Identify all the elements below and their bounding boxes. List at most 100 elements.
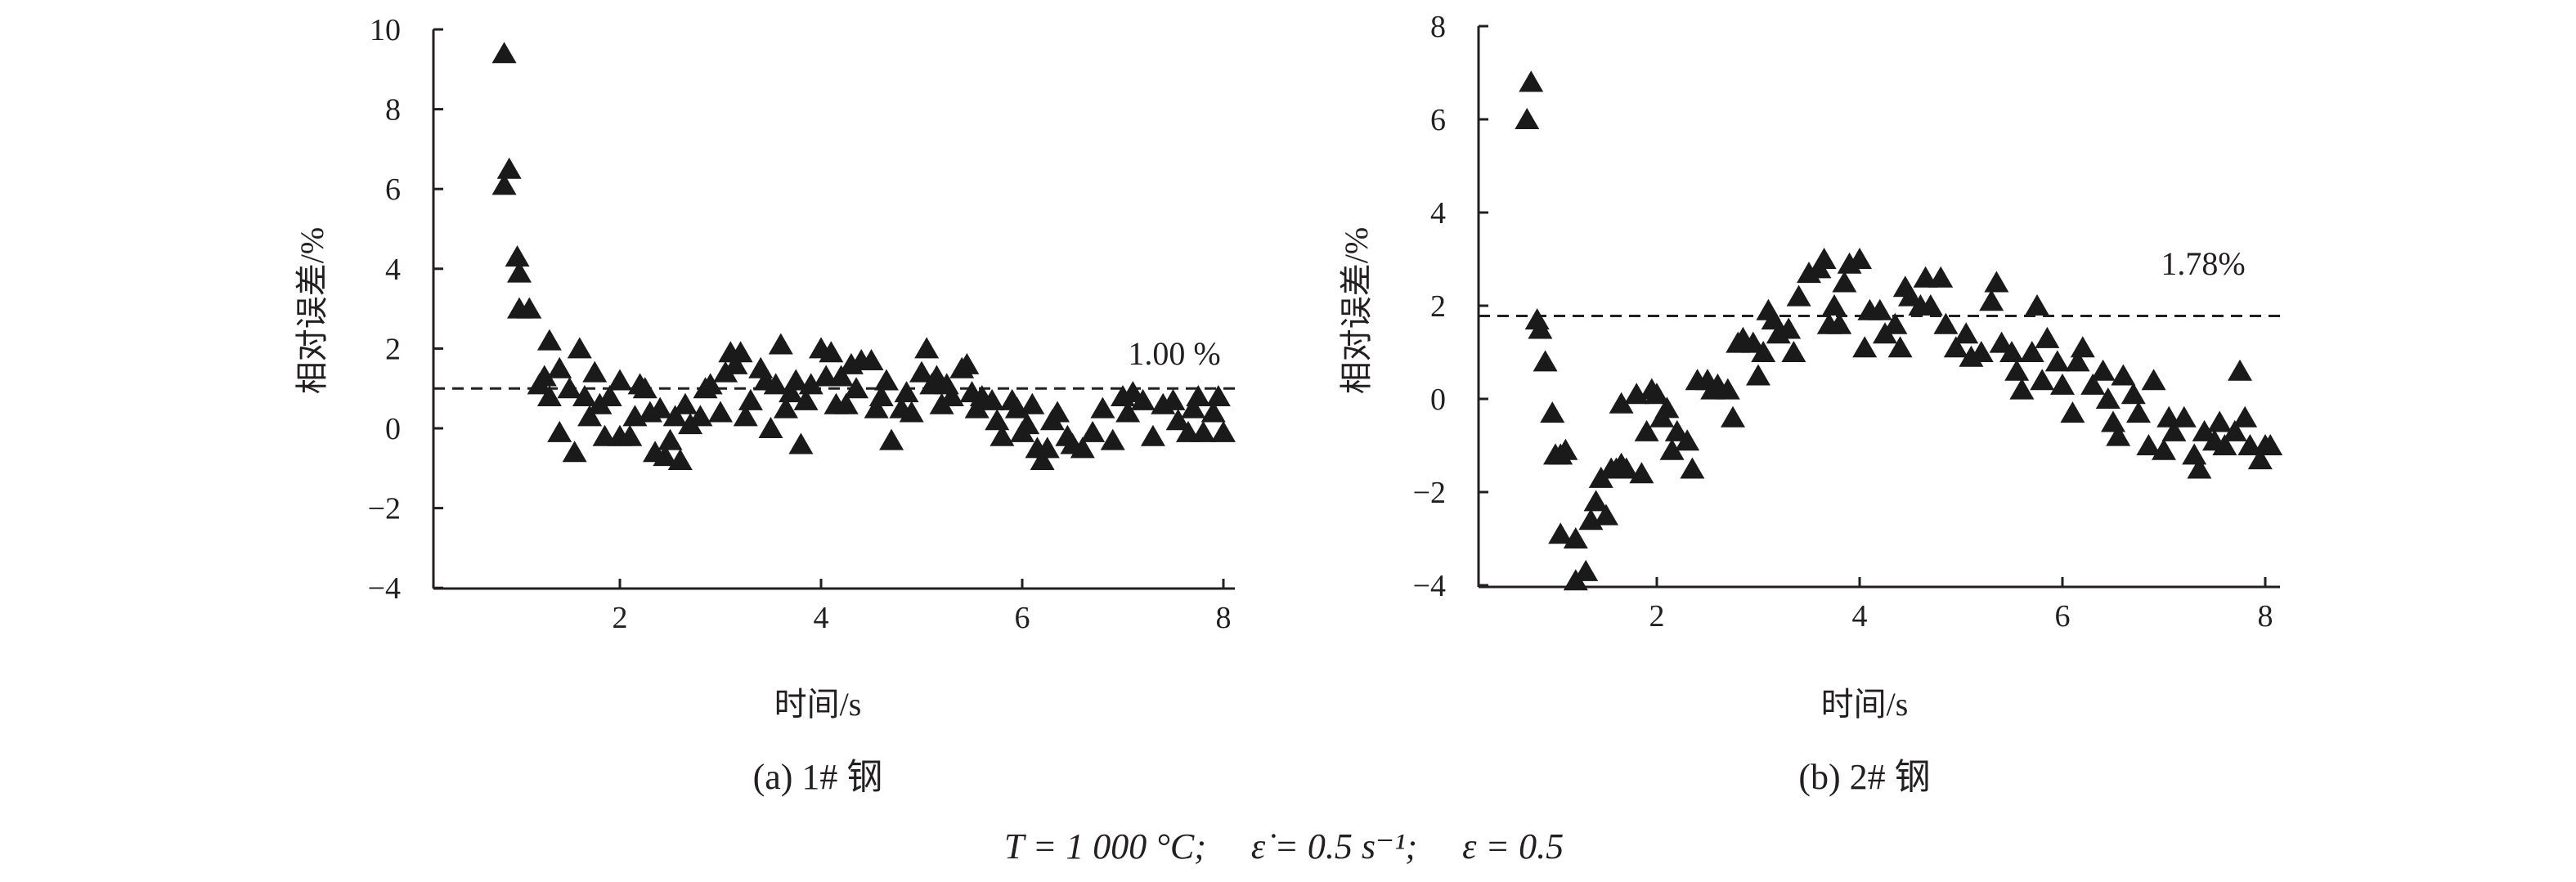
panel-caption: (b) 2# 钢 (1798, 757, 1930, 797)
data-point-triangle (758, 417, 783, 438)
data-point-triangle (1979, 289, 2004, 311)
data-point-triangle (2044, 350, 2070, 372)
data-point-triangle (819, 341, 844, 363)
data-point-triangle (2101, 410, 2125, 432)
data-point-triangle (2065, 350, 2090, 372)
data-point-triangle (2120, 383, 2146, 405)
data-point-triangle (1664, 419, 1690, 441)
data-point-triangle (657, 428, 683, 450)
data-point-triangle (2187, 457, 2212, 479)
y-tick-label: 2 (385, 332, 401, 366)
data-point-triangle (667, 449, 693, 471)
data-point-triangle (1613, 457, 1639, 479)
data-point-triangle (1827, 312, 1852, 334)
x-tick-label: 6 (2055, 599, 2071, 634)
data-point-triangle (1721, 405, 1745, 428)
y-tick-label: 6 (385, 172, 401, 207)
data-point-triangle (1553, 438, 1578, 460)
y-tick-label: −2 (1413, 476, 1446, 510)
data-point-triangle (582, 360, 608, 383)
data-point-triangle (1540, 401, 1565, 423)
chart-panel-a: 时间/s 相对误差/% (a) 1# 钢 1.00 % 10 8 6 4 2 0 −2 −4 2… (294, 13, 1236, 797)
data-point-triangle (939, 384, 964, 406)
data-point-triangle (1746, 364, 1770, 386)
data-point-triangle (1832, 271, 1857, 293)
data-point-triangle (763, 373, 788, 395)
data-point-triangle (708, 401, 733, 423)
data-point-triangle (894, 381, 919, 403)
test-conditions: T = 1 000 °C; ε̇ = 0.5 s⁻¹; ε = 0.5 (1004, 826, 1564, 866)
data-point-triangle (954, 352, 980, 374)
data-point-triangle (793, 388, 819, 410)
data-point-triangle (1573, 559, 1599, 581)
data-point-triangle (1030, 449, 1055, 471)
data-point-triangle (1211, 420, 1236, 442)
data-point-triangle (2136, 434, 2161, 455)
data-point-triangle (2182, 443, 2207, 465)
data-point-triangle (1811, 248, 1837, 269)
data-point-triangle (1100, 428, 1125, 450)
chart-panel-b: 时间/s 相对误差/% (b) 2# 钢 1.78% 8 6 4 2 0 −2 −4 2 4 6 8 (1338, 10, 2283, 797)
y-axis-label: 相对误差/% (1338, 227, 1375, 394)
data-point-triangle (798, 373, 824, 395)
data-point-triangle (964, 396, 990, 419)
x-tick-label: 4 (1852, 599, 1868, 634)
data-point-triangle (2060, 401, 2085, 423)
data-point-triangle (1883, 312, 1908, 334)
data-point-triangle (617, 424, 643, 446)
data-point-triangle (632, 377, 657, 399)
data-point-triangle (1847, 248, 1872, 269)
y-tick-label: 10 (370, 13, 401, 47)
data-point-triangle (2035, 326, 2060, 348)
data-point-triangle (1887, 336, 1913, 358)
x-tick-label: 8 (2258, 599, 2273, 634)
data-point-triangle (1515, 108, 1540, 129)
data-point-triangle (2106, 424, 2131, 446)
mean-line-label: 1.78% (2161, 245, 2245, 282)
data-point-triangle (1898, 284, 1923, 307)
data-point-triangle (2141, 369, 2166, 391)
data-point-triangle (779, 381, 804, 403)
data-point-triangle (698, 373, 723, 395)
data-point-triangle (1852, 336, 1878, 358)
data-point-triangle (1751, 341, 1776, 362)
data-point-triangle (608, 369, 632, 391)
data-point-triangle (491, 42, 517, 64)
data-point-triangle (672, 392, 698, 414)
y-tick-label: 8 (385, 93, 401, 128)
data-point-triangle (1020, 392, 1045, 414)
data-point-triangle (688, 405, 713, 427)
x-tick-label: 2 (1649, 599, 1665, 634)
data-point-triangle (597, 384, 622, 406)
data-point-triangle (1989, 331, 2014, 353)
y-tick-label: −4 (1413, 569, 1446, 603)
data-point-triangle (2095, 387, 2120, 409)
data-point-triangle (1933, 312, 1959, 334)
y-axis-label: 相对误差/% (294, 227, 330, 394)
x-axis-label: 时间/s (1821, 686, 1909, 723)
data-point-triangle (1200, 401, 1226, 423)
data-point-triangle (828, 365, 854, 387)
data-point-triangle (1130, 388, 1156, 410)
data-point-triangle (1160, 388, 1186, 410)
data-point-triangle (980, 388, 1005, 410)
data-point-triangle (1528, 317, 1553, 339)
y-tick-label: 6 (1430, 103, 1446, 137)
data-point-triangle (859, 349, 884, 371)
data-point-triangle (1918, 294, 1943, 316)
data-point-triangle (2233, 405, 2258, 428)
data-point-triangle (2171, 405, 2197, 428)
y-tick-label: 4 (1430, 196, 1446, 231)
data-point-triangle (738, 388, 763, 410)
data-point-triangle (868, 384, 894, 406)
y-tick-label: 0 (385, 412, 401, 446)
data-point-triangle (662, 405, 688, 427)
data-point-triangle (2212, 434, 2237, 455)
data-point-triangle (1165, 409, 1191, 431)
data-point-triangle (2080, 373, 2106, 395)
data-point-triangle (1954, 322, 1979, 344)
data-point-triangle (985, 409, 1010, 431)
data-point-triangle (833, 392, 859, 414)
data-point-triangle (2207, 410, 2233, 432)
data-point-triangle (2258, 434, 2283, 455)
